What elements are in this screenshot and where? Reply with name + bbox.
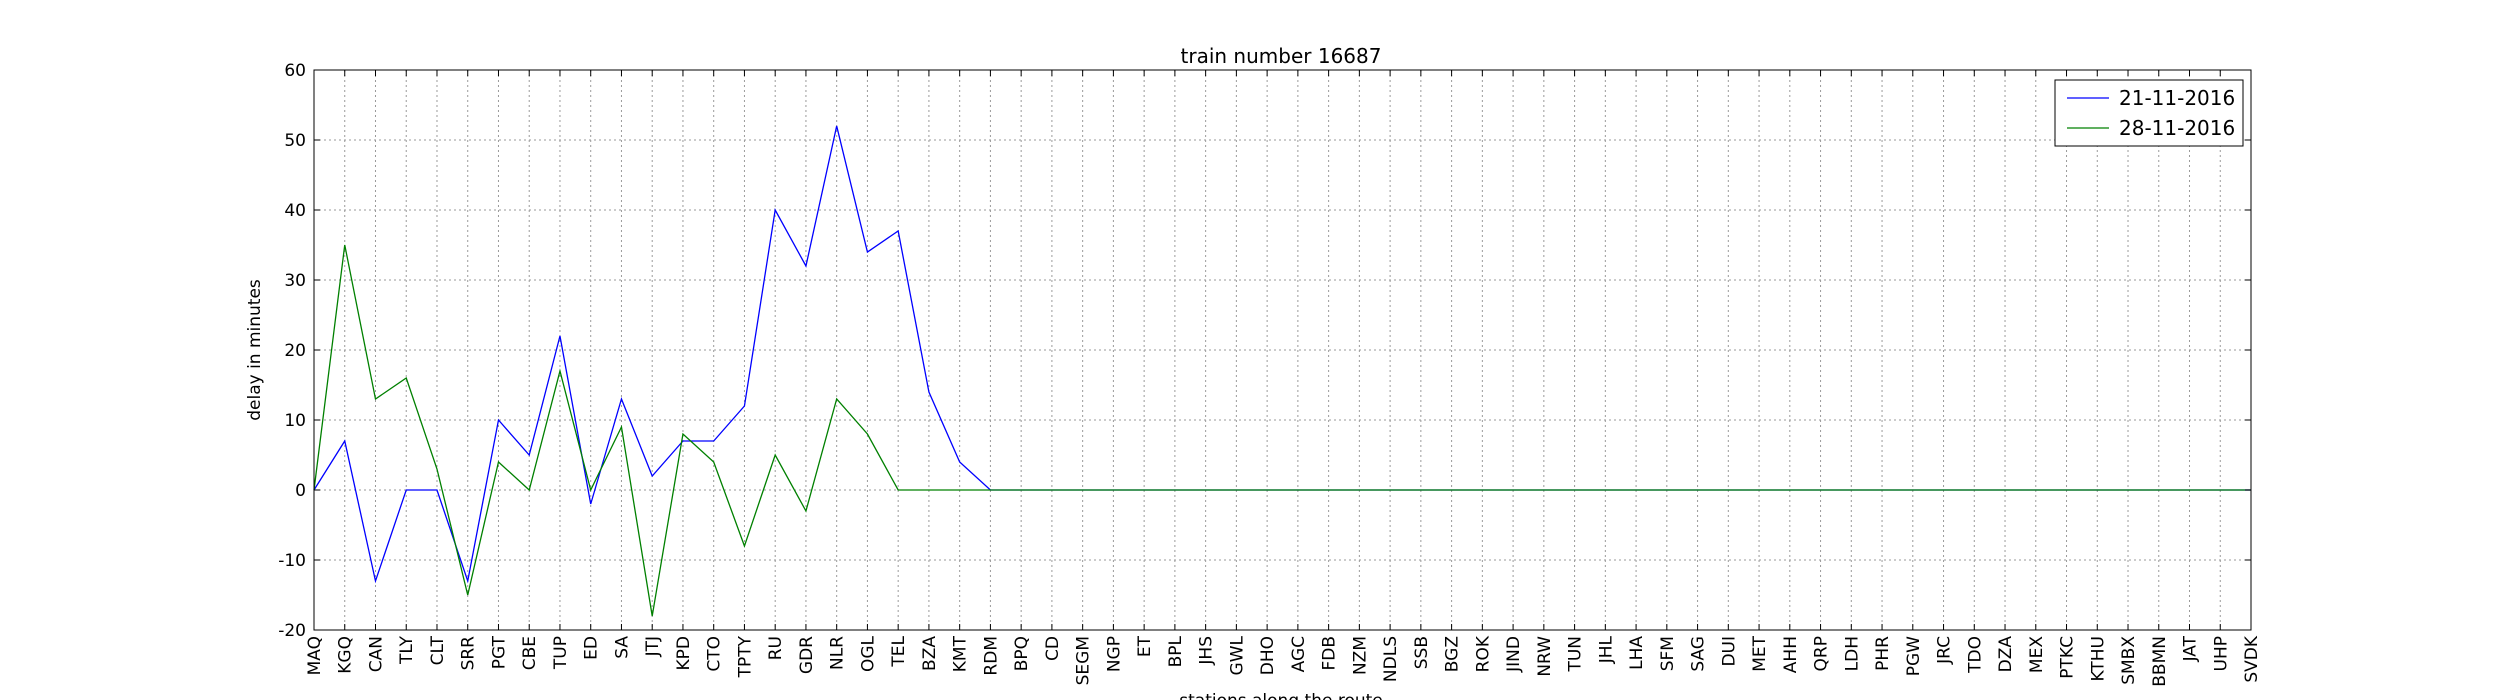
x-tick-label: LHA (1627, 636, 1647, 670)
x-tick-label: BPQ (1012, 636, 1032, 671)
x-tick-label: MEX (2027, 636, 2047, 673)
x-tick-label: BPL (1166, 635, 1186, 667)
x-tick-label: JHL (1596, 635, 1616, 664)
y-tick-label: 10 (284, 411, 306, 431)
x-axis-label: stations along the route (1179, 691, 1383, 700)
x-tick-label: GDR (797, 636, 817, 674)
x-tick-label: PTKC (2058, 636, 2078, 679)
x-tick-label: NRW (1535, 636, 1555, 677)
x-tick-label: TUN (1566, 636, 1586, 673)
x-tick-label: ET (1135, 635, 1155, 657)
x-tick-label: PHR (1873, 636, 1893, 671)
x-tick-label: TPTY (735, 635, 755, 678)
x-tick-label: MAQ (305, 636, 325, 675)
y-tick-label: 0 (295, 481, 306, 501)
ticks: -20 -10 0 10 20 30 40 50 60 MAQ KGQ CAN TLY CLT SRR PGT… (278, 61, 2262, 687)
x-tick-label: CAN (366, 636, 386, 672)
x-tick-label: NZM (1350, 636, 1370, 675)
x-tick-label: TEL (889, 635, 909, 667)
x-tick-label: MET (1750, 635, 1770, 671)
x-tick-label: KTHU (2088, 636, 2108, 681)
x-tick-label: TUP (551, 636, 571, 670)
y-tick-label: -20 (278, 621, 306, 641)
plot-frame (313, 69, 2252, 631)
x-tick-label: BZA (920, 636, 940, 671)
x-tick-label: TDO (1965, 636, 1985, 674)
legend-label: 21-11-2016 (2119, 86, 2235, 110)
x-tick-label: JAT (2181, 635, 2201, 662)
y-tick-label: 20 (284, 341, 306, 361)
x-tick-label: AHH (1781, 636, 1801, 673)
x-tick-label: KPD (674, 636, 694, 671)
x-tick-label: PGT (489, 635, 509, 669)
x-tick-label: OGL (858, 635, 878, 672)
x-tick-label: KMT (951, 635, 971, 672)
y-tick-label: 40 (284, 201, 306, 221)
chart-title: train number 16687 (1181, 44, 1382, 68)
x-tick-label: SA (612, 636, 632, 659)
x-tick-label: SRR (459, 636, 479, 671)
x-tick-label: BGZ (1443, 636, 1463, 672)
x-tick-label: DHO (1258, 636, 1278, 675)
x-tick-label: LDH (1842, 636, 1862, 671)
legend-box (2054, 79, 2244, 147)
x-tick-label: SAG (1689, 636, 1709, 672)
x-tick-label: SSB (1412, 636, 1432, 669)
x-tick-label: JTJ (643, 636, 663, 657)
series-line (313, 125, 2251, 584)
grid (313, 69, 2252, 631)
legend: 21-11-2016 28-11-2016 (2054, 79, 2244, 147)
x-tick-label: RDM (981, 636, 1001, 676)
x-tick-label: CLT (428, 635, 448, 665)
x-tick-label: DUI (1719, 636, 1739, 667)
x-tick-label: SVDK (2242, 635, 2262, 683)
x-tick-label: NDLS (1381, 636, 1401, 682)
x-tick-label: AGC (1289, 636, 1309, 672)
x-tick-label: KGQ (336, 636, 356, 674)
x-tick-label: JIND (1504, 636, 1524, 673)
x-tick-label: NLR (828, 636, 848, 670)
x-tick-label: ROK (1473, 635, 1493, 672)
x-tick-label: CD (1043, 636, 1063, 661)
x-tick-label: QRP (1812, 636, 1832, 671)
x-tick-label: PGW (1904, 636, 1924, 676)
x-tick-label: RU (766, 636, 786, 660)
y-tick-label: 30 (284, 271, 306, 291)
x-tick-label: JHS (1197, 636, 1217, 666)
x-tick-label: GWL (1227, 635, 1247, 675)
x-tick-label: UHP (2211, 636, 2231, 671)
x-tick-label: JRC (1935, 636, 1955, 665)
y-axis-label: delay in minutes (245, 279, 265, 421)
x-tick-label: BBMN (2150, 636, 2170, 687)
x-tick-label: NGP (1104, 636, 1124, 672)
x-tick-label: CTO (705, 636, 725, 672)
legend-label: 28-11-2016 (2119, 116, 2235, 140)
x-tick-label: SEGM (1074, 636, 1094, 685)
y-tick-label: -10 (278, 551, 306, 571)
x-tick-label: SMBX (2119, 636, 2139, 685)
x-tick-label: FDB (1320, 636, 1340, 671)
x-tick-label: DZA (1996, 636, 2016, 673)
y-tick-label: 50 (284, 131, 306, 151)
series-line (313, 244, 2251, 617)
x-tick-label: SFM (1658, 636, 1678, 671)
x-tick-label: CBE (520, 636, 540, 670)
x-tick-label: ED (582, 636, 602, 660)
x-tick-label: TLY (397, 635, 417, 665)
y-tick-label: 60 (284, 61, 306, 81)
series-layer (313, 125, 2251, 617)
